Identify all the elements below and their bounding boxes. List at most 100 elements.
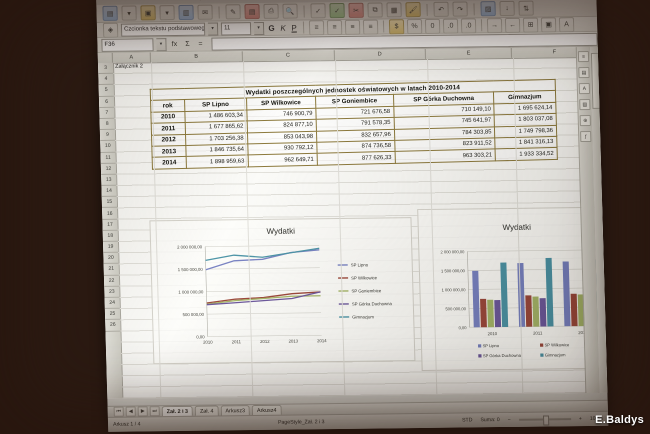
clone-formatting-icon[interactable]: 🖌	[405, 2, 421, 18]
sheet-tab-arkusz4[interactable]: Arkusz4	[251, 404, 282, 416]
font-name-input[interactable]: Czcionka tekstu podstawowego	[120, 22, 206, 37]
edit-file-icon[interactable]: ✎	[225, 4, 241, 20]
line-chart[interactable]: Wydatki 0,00 500 000,00 1 000 000,00 1 500 …	[149, 217, 416, 365]
print-preview-icon[interactable]: 🔍	[282, 3, 298, 19]
outdent-icon[interactable]: ←	[504, 17, 521, 33]
align-center-icon[interactable]: ≡	[326, 19, 343, 35]
align-right-icon[interactable]: ≡	[344, 19, 361, 35]
sidebar-gallery-icon[interactable]: ▨	[579, 98, 591, 111]
row-header-21[interactable]: 21	[103, 264, 119, 276]
spelling-icon[interactable]: ✓	[310, 3, 326, 19]
row-header-12[interactable]: 12	[100, 163, 117, 175]
zoom-in-icon[interactable]: +	[578, 416, 582, 423]
row-header-7[interactable]: 7	[99, 107, 115, 119]
first-sheet-icon[interactable]: ⏮	[113, 406, 124, 417]
sheet-tab-zal-2-i-3[interactable]: Zał. 2 i 3	[161, 405, 194, 417]
remove-decimal-icon[interactable]: .0	[460, 17, 477, 34]
font-color-icon[interactable]: A	[558, 16, 575, 32]
sort-ascending-icon[interactable]: ⇅	[518, 0, 534, 16]
data-table[interactable]: Wydatki poszczególnych jednostek oświato…	[149, 78, 558, 170]
chevron-down-icon[interactable]: ▾	[159, 5, 175, 21]
new-document-icon[interactable]: ▤	[102, 5, 118, 21]
table-cell-year[interactable]: 2011	[151, 122, 186, 135]
align-left-icon[interactable]: ≡	[308, 19, 325, 35]
row-header-26[interactable]: 26	[105, 320, 121, 332]
table-cell-value[interactable]: 877 626,33	[317, 151, 396, 165]
currency-icon[interactable]: $	[388, 18, 405, 34]
row-header-18[interactable]: 18	[102, 230, 118, 242]
name-box[interactable]: F36	[101, 37, 154, 52]
copy-icon[interactable]: ⧉	[367, 2, 383, 18]
bold-button[interactable]: G	[268, 23, 275, 33]
formula-equals-icon[interactable]: =	[198, 40, 203, 48]
open-icon[interactable]: ▣	[140, 5, 156, 21]
row-header-16[interactable]: 16	[102, 208, 118, 220]
percent-icon[interactable]: %	[406, 18, 423, 34]
font-size-input[interactable]: 11	[220, 21, 252, 35]
table-cell-value[interactable]: 963 303,21	[394, 149, 496, 164]
row-header-17[interactable]: 17	[102, 219, 118, 231]
corner-box[interactable]	[97, 52, 113, 63]
zoom-slider-knob[interactable]	[542, 415, 549, 426]
chevron-down-icon[interactable]: ▾	[207, 22, 219, 36]
cut-icon[interactable]: ✂	[348, 2, 364, 18]
menu-item-narzedzia[interactable]: Narzędzia	[184, 0, 213, 1]
sidebar-functions-icon[interactable]: ƒ	[580, 130, 592, 143]
justify-icon[interactable]: ≡	[362, 19, 379, 35]
table-cell-year[interactable]: 2013	[151, 145, 187, 158]
prev-sheet-icon[interactable]: ◀	[125, 406, 136, 417]
row-header-20[interactable]: 20	[103, 252, 119, 265]
paste-icon[interactable]: ▦	[386, 2, 402, 18]
save-icon[interactable]: ▥	[178, 4, 194, 20]
row-header-4[interactable]: 4	[98, 73, 114, 86]
row-header-10[interactable]: 10	[100, 141, 116, 153]
chevron-down-icon[interactable]: ▾	[121, 5, 137, 21]
row-header-14[interactable]: 14	[101, 185, 117, 198]
italic-button[interactable]: K	[280, 23, 286, 33]
email-icon[interactable]: ✉	[197, 4, 213, 20]
sort-icon[interactable]: ↓	[499, 0, 515, 17]
bar-chart[interactable]: Wydatki 0,00 500 000,00 1 000 000,00 1 500 …	[417, 206, 608, 372]
row-header-15[interactable]: 15	[101, 196, 118, 209]
table-cell-value[interactable]: 1 933 334,52	[495, 147, 558, 161]
row-header-11[interactable]: 11	[100, 152, 116, 164]
background-color-icon[interactable]: ▣	[540, 16, 557, 33]
column-header-a[interactable]: A	[112, 52, 151, 63]
function-wizard-icon[interactable]: fx	[171, 40, 178, 48]
table-cell-year[interactable]: 2010	[150, 111, 186, 124]
row-header-13[interactable]: 13	[101, 174, 117, 186]
row-header-25[interactable]: 25	[104, 308, 121, 321]
export-pdf-icon[interactable]: ▤	[244, 4, 260, 20]
undo-icon[interactable]: ↶	[433, 1, 449, 17]
row-header-22[interactable]: 22	[103, 275, 120, 287]
table-cell-value[interactable]: 962 649,71	[247, 153, 318, 167]
row-header-5[interactable]: 5	[98, 85, 114, 97]
styles-icon[interactable]: ◈	[102, 22, 119, 38]
row-header-23[interactable]: 23	[104, 286, 120, 298]
sidebar-properties-icon[interactable]: ▤	[578, 66, 590, 79]
next-sheet-icon[interactable]: ▶	[137, 406, 148, 417]
table-cell-year[interactable]: 2012	[151, 134, 186, 147]
sheet-tab-arkusz3[interactable]: Arkusz3	[220, 405, 251, 416]
zoom-slider[interactable]	[518, 415, 571, 426]
chevron-down-icon[interactable]: ▾	[253, 21, 265, 35]
sidebar-styles-icon[interactable]: A	[578, 82, 591, 95]
zoom-out-icon[interactable]: −	[507, 416, 511, 423]
row-header-8[interactable]: 8	[99, 118, 115, 131]
last-sheet-icon[interactable]: ⏭	[149, 406, 160, 417]
print-icon[interactable]: ⎙	[263, 3, 279, 19]
sidebar-settings-icon[interactable]: ≡	[577, 50, 590, 63]
cell-area[interactable]: Załącznik 2 Wydatki poszczególnych jedno…	[112, 56, 608, 399]
autospell-icon[interactable]: ✓	[329, 2, 345, 19]
table-cell-value[interactable]: 1 898 959,63	[186, 155, 248, 169]
add-decimal-icon[interactable]: .0	[442, 18, 459, 34]
borders-icon[interactable]: ⊞	[522, 17, 539, 33]
chart-icon[interactable]: ▨	[480, 1, 496, 17]
scrollbar-thumb[interactable]	[590, 52, 601, 109]
chevron-down-icon[interactable]: ▾	[156, 37, 167, 51]
sidebar-navigator-icon[interactable]: ⊕	[579, 114, 591, 127]
underline-button[interactable]: P	[291, 23, 297, 33]
redo-icon[interactable]: ↷	[452, 1, 468, 17]
table-cell-year[interactable]: 2014	[152, 156, 187, 170]
